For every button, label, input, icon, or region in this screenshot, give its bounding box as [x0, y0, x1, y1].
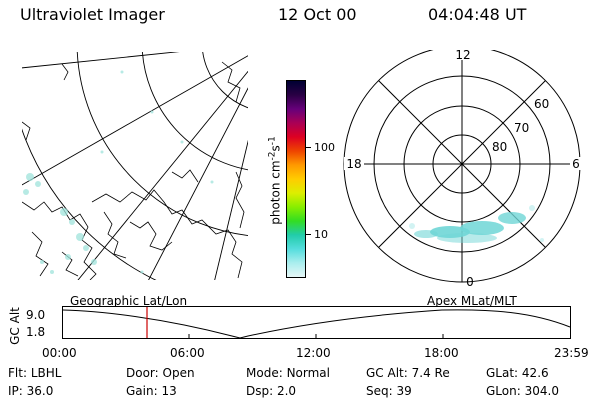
- status-ip: IP: 36.0: [8, 384, 54, 398]
- emission-speckles: [23, 70, 214, 274]
- status-door: Door: Open: [126, 366, 195, 380]
- apex-title: Apex MLat/MLT: [427, 294, 517, 308]
- mlt-label-0: 0: [466, 275, 474, 289]
- mlt-label-6: 6: [572, 157, 580, 171]
- lat-circle: [76, 52, 248, 236]
- auroral-emission: [414, 212, 526, 243]
- y-tick-top: 9.0: [26, 308, 46, 322]
- geographic-title: Geographic Lat/Lon: [70, 294, 188, 308]
- time-label: 04:04:48 UT: [428, 5, 527, 24]
- lat-circle: [202, 52, 248, 109]
- coastline: [22, 121, 31, 141]
- coastline: [31, 231, 49, 277]
- coastline: [221, 61, 241, 103]
- colorbar-gradient: [287, 81, 305, 277]
- colorbar-tick-label-10: 10: [314, 228, 328, 241]
- status-seq: Seq: 39: [366, 384, 412, 398]
- status-dsp: Dsp: 2.0: [246, 384, 297, 398]
- altitude-timeline: [62, 306, 571, 339]
- y-tick-bottom: 1.8: [26, 325, 46, 339]
- mlt-label-12: 12: [455, 50, 470, 62]
- instrument-title: Ultraviolet Imager: [20, 5, 165, 24]
- lon-line: [148, 87, 248, 280]
- lat-label-70: 70: [514, 121, 529, 135]
- status-glat: GLat: 42.6: [486, 366, 549, 380]
- time-tick-1800: 18:00: [424, 346, 459, 360]
- mlt-diagonal: [378, 80, 546, 248]
- status-mode: Mode: Normal: [246, 366, 330, 380]
- colorbar-tick: [306, 234, 311, 235]
- geographic-map: [22, 52, 248, 280]
- time-tick-0000: 00:00: [42, 346, 77, 360]
- status-gc-alt: GC Alt: 7.4 Re: [366, 366, 450, 380]
- time-tick-2359: 23:59: [554, 346, 589, 360]
- colorbar-unit-label: photon cm-2s-1: [267, 136, 283, 225]
- coastline: [61, 63, 69, 81]
- coastline: [91, 189, 243, 279]
- status-gain: Gain: 13: [126, 384, 177, 398]
- coastline: [171, 169, 199, 183]
- polar-mlt-plot: 12 18 6 0 60 70 80: [343, 50, 582, 289]
- time-tick-1200: 12:00: [296, 346, 331, 360]
- colorbar-tick: [306, 147, 311, 148]
- date-label: 12 Oct 00: [278, 5, 357, 24]
- lon-line: [22, 55, 248, 186]
- lat-label-60: 60: [534, 97, 549, 111]
- lat-label-80: 80: [492, 140, 507, 154]
- coastline: [235, 171, 245, 229]
- lon-line: [214, 139, 248, 280]
- coastline: [103, 211, 127, 259]
- coastline: [129, 221, 173, 251]
- colorbar: [286, 80, 306, 278]
- colorbar-tick-label-100: 100: [314, 141, 335, 154]
- coastline: [22, 201, 97, 280]
- status-glon: GLon: 304.0: [486, 384, 559, 398]
- gc-alt-axis-label: GC Alt: [7, 307, 22, 345]
- lon-line: [22, 52, 180, 69]
- time-tick-0600: 06:00: [170, 346, 205, 360]
- altitude-curve: [62, 309, 571, 339]
- mlt-label-18: 18: [346, 157, 361, 171]
- status-filter: Flt: LBHL: [8, 366, 62, 380]
